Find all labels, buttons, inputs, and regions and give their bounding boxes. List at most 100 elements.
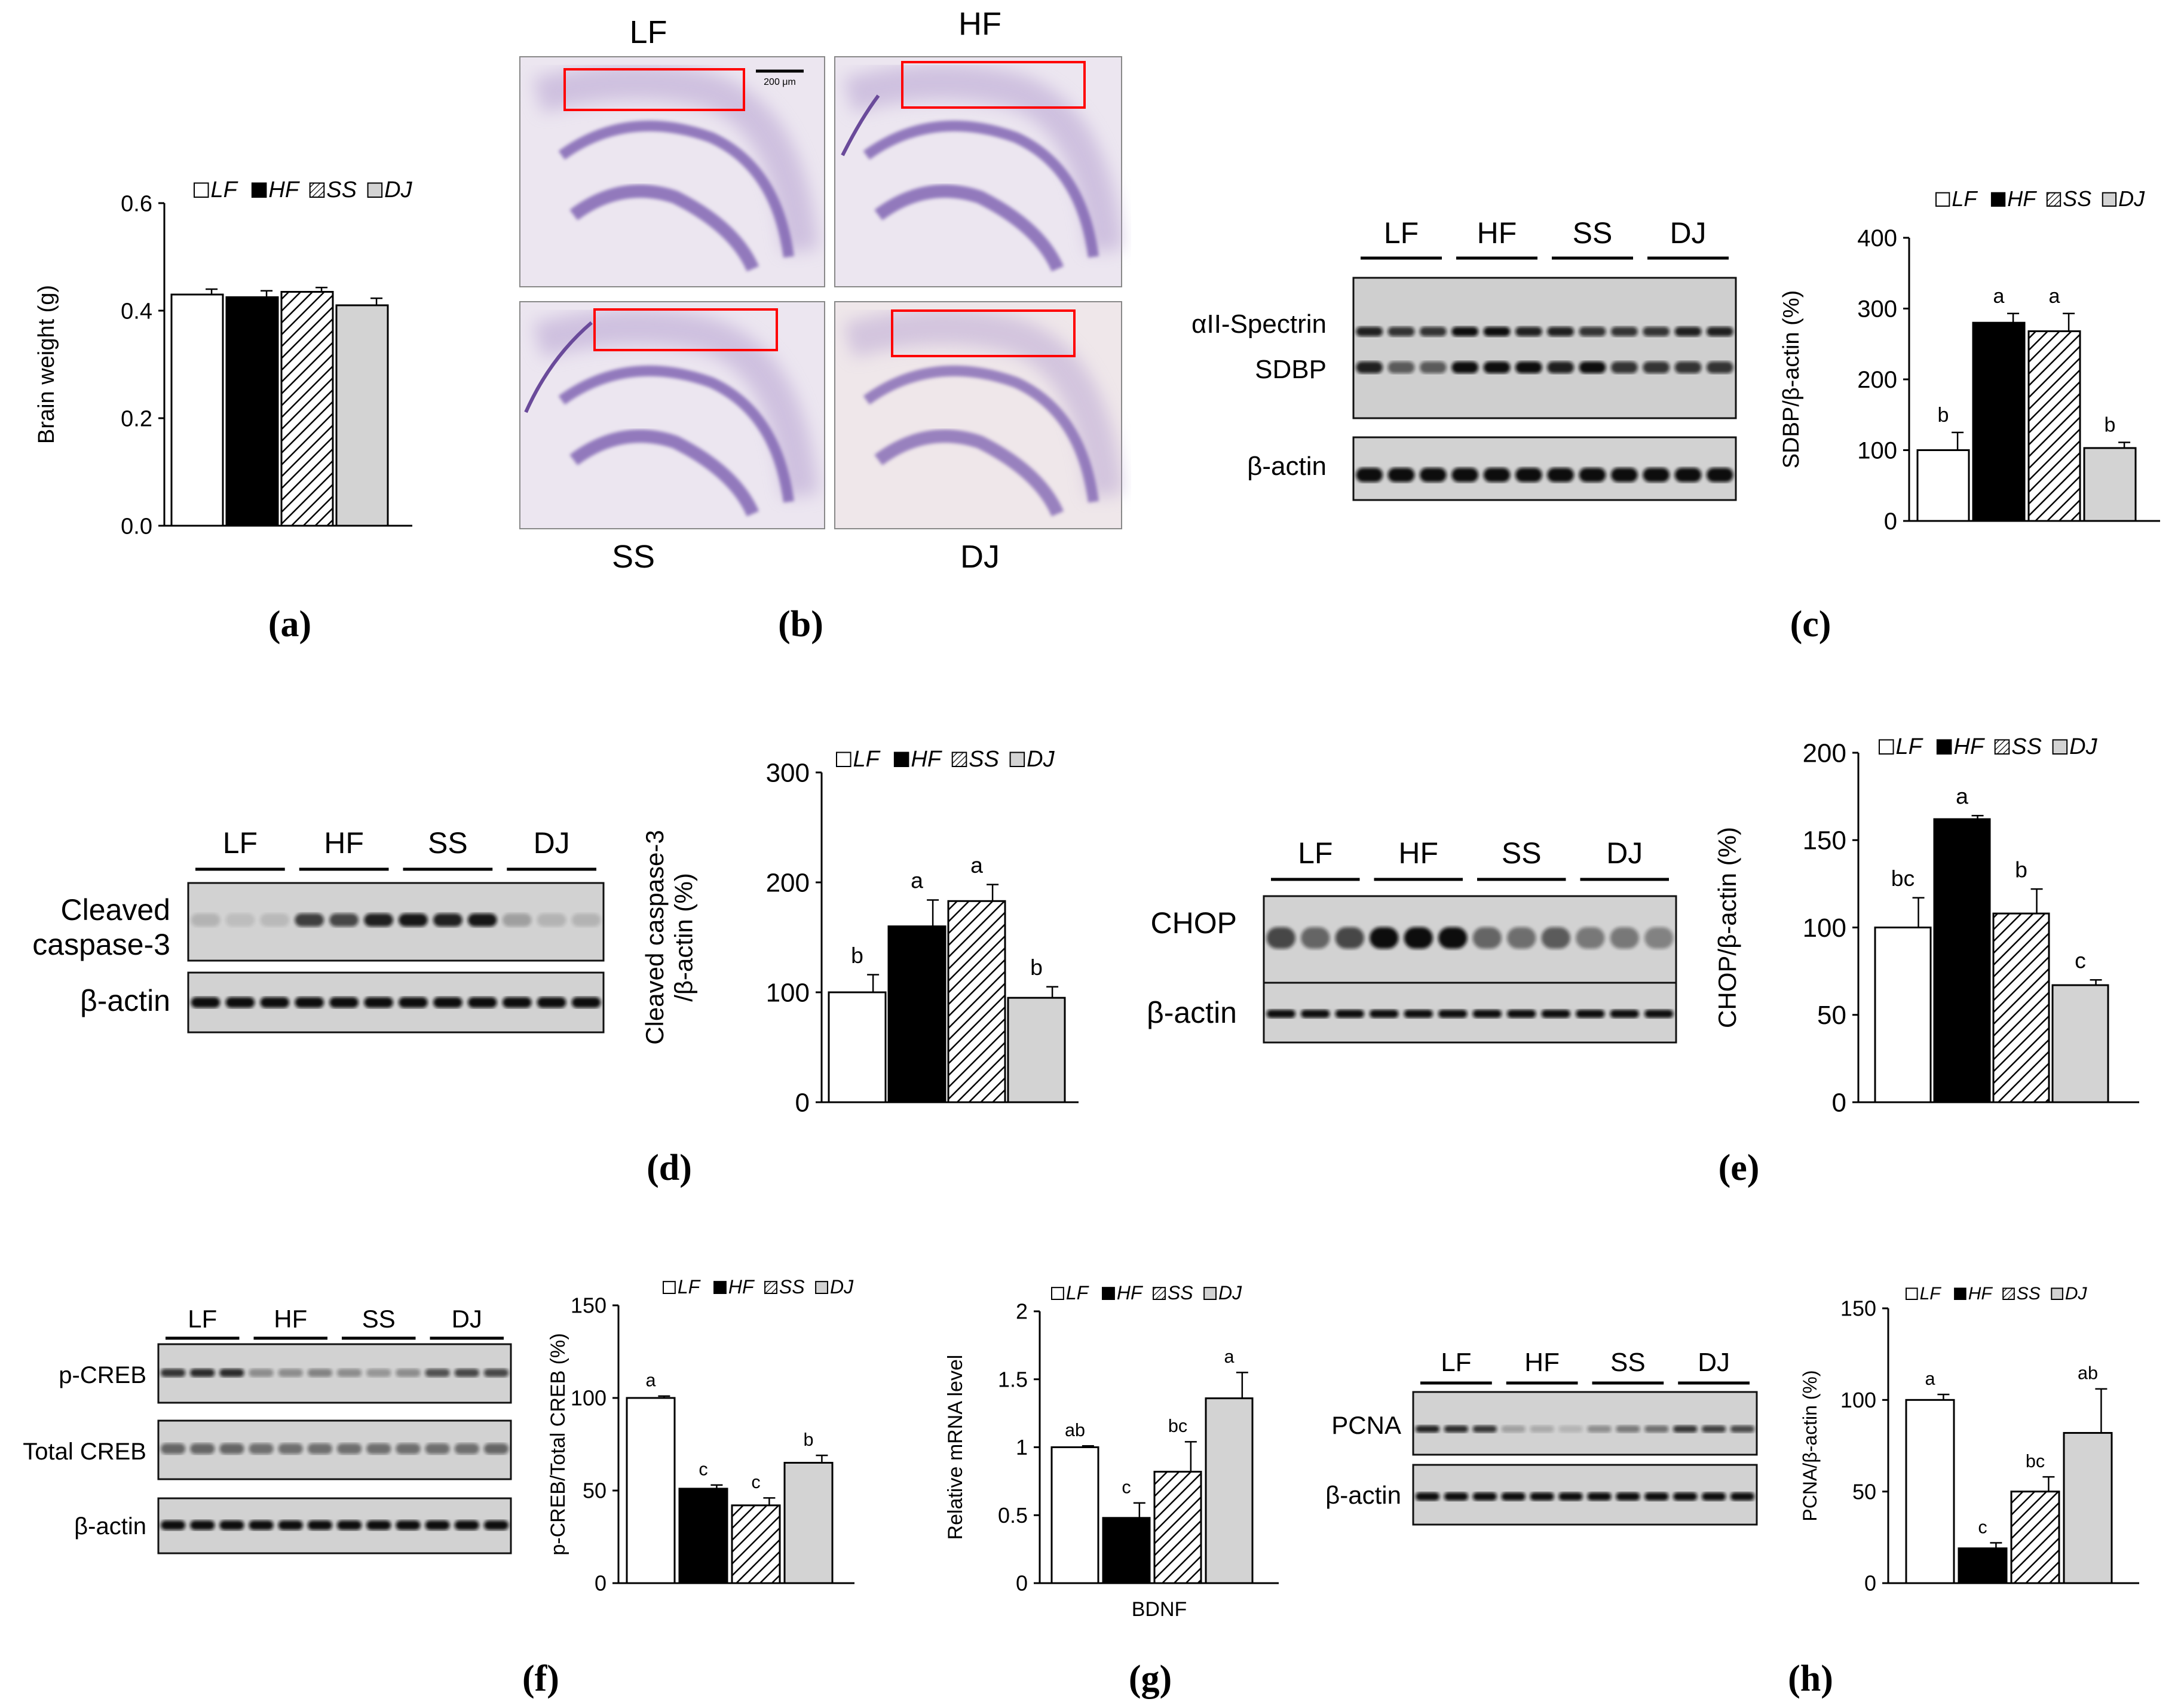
band-c-row2-lane7 xyxy=(1547,361,1575,373)
chart-h: 0 50 100 150 PCNA/β-actin (%) a c bc ab LF HF SS DJ xyxy=(1799,1284,2139,1596)
lane-label-e-dj: DJ xyxy=(1606,836,1643,870)
band-h-row1-lane11 xyxy=(1702,1425,1726,1433)
significance-letter-f-hf: c xyxy=(699,1459,707,1480)
legend-label-g-dj: DJ xyxy=(1218,1282,1242,1304)
y-tick-label-a: 0.4 xyxy=(121,299,152,324)
significance-letter-h-ss: bc xyxy=(2026,1451,2045,1471)
lane-label-d-hf: HF xyxy=(324,826,364,860)
band-d-row1-lane1 xyxy=(191,913,220,927)
band-e-row1-lane11 xyxy=(1610,927,1639,949)
blot-e-row-chop: CHOP xyxy=(1151,906,1237,940)
y-tick-label-g: 0 xyxy=(1016,1571,1028,1596)
chart-g: 0 0.5 1 1.5 2 Relative mRNA level ab c bc a BDNF LF… xyxy=(944,1282,1279,1621)
band-c-row2-lane12 xyxy=(1706,361,1733,373)
band-h-row2-lane9 xyxy=(1644,1492,1669,1501)
band-d-row2-lane5 xyxy=(329,997,359,1008)
legend-swatch-g-lf xyxy=(1051,1287,1064,1300)
lane-label-h-hf: HF xyxy=(1524,1348,1560,1377)
band-e-row2-lane12 xyxy=(1644,1010,1674,1018)
y-tick-label-c: 0 xyxy=(1884,508,1897,535)
bar-h-lf xyxy=(1905,1399,1955,1584)
y-axis-label-f: p-CREB/Total CREB (%) xyxy=(547,1333,569,1555)
legend-swatch-f-hf xyxy=(713,1281,727,1294)
y-tick-label-a: 0.2 xyxy=(121,406,152,431)
band-d-row2-lane6 xyxy=(364,997,393,1008)
band-c-row3-lane7 xyxy=(1547,468,1575,482)
lane-label-c-lf: LF xyxy=(1384,216,1419,250)
band-d-row2-lane2 xyxy=(225,997,255,1008)
band-f-row3-lane12 xyxy=(483,1520,509,1530)
panel-label-b: (b) xyxy=(778,604,823,645)
blot-f-row-pcreb: p-CREB xyxy=(59,1362,146,1388)
band-f-row2-lane11 xyxy=(454,1443,479,1454)
band-h-row2-lane3 xyxy=(1472,1492,1497,1501)
band-f-row1-lane12 xyxy=(483,1369,509,1377)
band-e-row2-lane1 xyxy=(1266,1010,1295,1018)
band-h-row1-lane7 xyxy=(1587,1425,1612,1433)
histology-image-hf xyxy=(834,56,1123,287)
histology-panel: 200 μm LF HF SS DJ xyxy=(519,6,1123,575)
legend-label-g-hf: HF xyxy=(1117,1282,1144,1304)
y-tick-label-d: 200 xyxy=(766,868,810,897)
panel-label-e: (e) xyxy=(1719,1148,1760,1188)
band-e-row1-lane7 xyxy=(1472,927,1502,949)
legend-label-d-lf: LF xyxy=(853,747,881,772)
lane-label-e-lf: LF xyxy=(1298,836,1333,870)
band-c-row1-lane4 xyxy=(1451,327,1479,336)
band-f-row1-lane3 xyxy=(219,1369,244,1377)
lane-label-d-dj: DJ xyxy=(534,826,570,860)
band-f-row3-lane4 xyxy=(249,1520,274,1530)
significance-letter-d-hf: a xyxy=(911,868,923,893)
band-d-row1-lane10 xyxy=(502,913,532,927)
band-d-row2-lane1 xyxy=(191,997,220,1008)
lane-label-d-ss: SS xyxy=(428,826,468,860)
legend-swatch-a-hf xyxy=(251,182,267,198)
band-h-row1-lane6 xyxy=(1558,1425,1583,1433)
band-c-row2-lane2 xyxy=(1387,361,1415,373)
band-f-row1-lane5 xyxy=(278,1369,303,1377)
band-f-row1-lane11 xyxy=(454,1369,479,1377)
band-h-row1-lane2 xyxy=(1444,1425,1468,1433)
band-d-row2-lane3 xyxy=(260,997,290,1008)
bar-g-dj xyxy=(1205,1397,1254,1584)
band-f-row1-lane2 xyxy=(190,1369,215,1377)
significance-letter-e-dj: c xyxy=(2075,947,2086,973)
lane-label-e-ss: SS xyxy=(1502,836,1542,870)
bar-c-hf xyxy=(1972,321,2026,522)
y-tick-label-d: 300 xyxy=(766,758,810,787)
chart-c: 0 100 200 300 400 SDBP/β-actin (%) b a a b LF HF SS D… xyxy=(1779,186,2160,535)
scale-bar-label: 200 μm xyxy=(764,77,796,87)
band-f-row1-lane9 xyxy=(396,1369,421,1377)
band-f-row3-lane6 xyxy=(307,1520,333,1530)
blot-e-row-actin: β-actin xyxy=(1147,996,1237,1029)
band-e-row2-lane7 xyxy=(1472,1010,1502,1018)
lane-label-h-ss: SS xyxy=(1610,1348,1646,1377)
legend-label-c-ss: SS xyxy=(2063,186,2091,211)
band-h-row2-lane8 xyxy=(1616,1492,1640,1501)
band-c-row2-lane8 xyxy=(1579,361,1606,373)
band-c-row3-lane1 xyxy=(1356,468,1383,482)
legend-swatch-g-dj xyxy=(1203,1287,1217,1300)
bar-g-ss xyxy=(1153,1470,1202,1584)
blot-c-row-spectrin: αII-Spectrin xyxy=(1191,309,1327,339)
bar-a-hf xyxy=(225,296,279,527)
significance-letter-h-hf: c xyxy=(1978,1517,1987,1537)
band-d-row1-lane6 xyxy=(364,913,393,927)
significance-letter-d-ss: a xyxy=(970,853,983,878)
legend-swatch-e-dj xyxy=(2052,739,2068,755)
band-f-row1-lane7 xyxy=(336,1369,362,1377)
band-h-row1-lane9 xyxy=(1644,1425,1669,1433)
band-f-row2-lane4 xyxy=(249,1443,274,1454)
y-tick-label-h: 0 xyxy=(1864,1571,1876,1596)
histology-image-lf: 200 μm xyxy=(519,56,825,287)
band-e-row2-lane5 xyxy=(1404,1010,1433,1018)
band-e-row1-lane12 xyxy=(1644,927,1674,949)
band-e-row2-lane4 xyxy=(1370,1010,1399,1018)
lane-label-h-lf: LF xyxy=(1441,1348,1471,1377)
band-d-row2-lane12 xyxy=(571,997,601,1008)
band-h-row2-lane2 xyxy=(1444,1492,1468,1501)
significance-letter-c-hf: a xyxy=(1993,285,2005,308)
y-tick-label-c: 300 xyxy=(1857,296,1897,323)
